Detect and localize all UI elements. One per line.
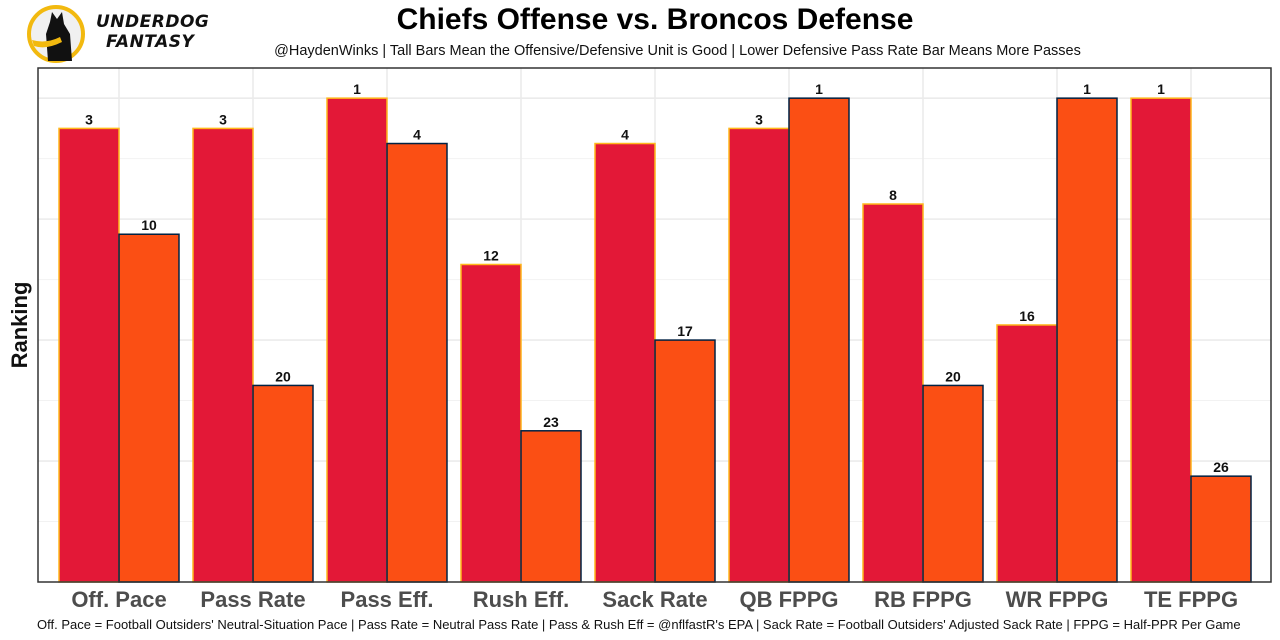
data-label-defense: 17	[677, 323, 693, 339]
bar-offense	[460, 263, 522, 583]
bar-offense	[862, 203, 924, 583]
bar-defense	[654, 339, 716, 583]
brand-line-1: UNDERDOG	[96, 12, 210, 32]
data-label-offense: 3	[755, 111, 763, 127]
bars	[58, 97, 1252, 583]
x-tick-label: Off. Pace	[71, 587, 166, 612]
bar-defense	[1190, 475, 1252, 583]
x-tick-label: Sack Rate	[602, 587, 707, 612]
bar-defense	[788, 97, 850, 583]
bar-offense	[192, 127, 254, 583]
x-tick-label: QB FPPG	[739, 587, 838, 612]
bar-offense	[728, 127, 790, 583]
data-label-offense: 16	[1019, 308, 1035, 324]
bar-defense	[118, 233, 180, 583]
data-label-offense: 1	[353, 81, 361, 97]
underdog-logo-icon	[27, 5, 85, 63]
x-tick-label: Rush Eff.	[473, 587, 570, 612]
data-label-defense: 10	[141, 217, 157, 233]
bar-defense	[520, 430, 582, 583]
data-label-defense: 23	[543, 414, 559, 430]
data-label-offense: 4	[621, 127, 629, 143]
x-tick-label: Pass Eff.	[341, 587, 434, 612]
bar-defense	[252, 384, 314, 583]
bar-offense	[58, 127, 120, 583]
data-label-offense: 1	[1157, 81, 1165, 97]
brand-line-2: FANTASY	[106, 32, 195, 52]
chart-title: Chiefs Offense vs. Broncos Defense	[396, 3, 914, 36]
data-label-offense: 8	[889, 187, 897, 203]
brand-wordmark: UNDERDOG FANTASY	[96, 12, 209, 52]
bar-defense	[922, 384, 984, 583]
x-tick-label: TE FPPG	[1144, 587, 1238, 612]
x-tick-labels: Off. Pace Pass Rate Pass Eff. Rush Eff. Sack…	[71, 587, 1238, 612]
bar-offense	[594, 142, 656, 583]
bar-offense	[326, 97, 388, 583]
chart-subtitle: @HaydenWinks | Tall Bars Mean the Offens…	[274, 43, 1081, 59]
data-label-offense: 3	[85, 111, 93, 127]
data-label-defense: 26	[1213, 459, 1229, 475]
bar-defense	[1056, 97, 1118, 583]
data-label-defense: 1	[815, 81, 823, 97]
x-tick-label: Pass Rate	[200, 587, 305, 612]
data-label-defense: 20	[275, 368, 291, 384]
bar-defense	[386, 142, 448, 583]
chart-caption: Off. Pace = Football Outsiders' Neutral-…	[37, 617, 1241, 632]
data-labels: 3 10 3 20 1 4 12 23 4 17 3 1 8 20 16 1 1 26	[85, 81, 1229, 475]
data-label-defense: 4	[413, 127, 421, 143]
data-label-offense: 3	[219, 111, 227, 127]
plot-panel-border	[37, 67, 1272, 583]
data-label-offense: 12	[483, 247, 499, 263]
x-tick-label: WR FPPG	[1006, 587, 1109, 612]
data-label-defense: 20	[945, 368, 961, 384]
data-label-defense: 1	[1083, 81, 1091, 97]
bar-offense	[996, 324, 1058, 583]
bar-offense	[1130, 97, 1192, 583]
x-tick-label: RB FPPG	[874, 587, 972, 612]
